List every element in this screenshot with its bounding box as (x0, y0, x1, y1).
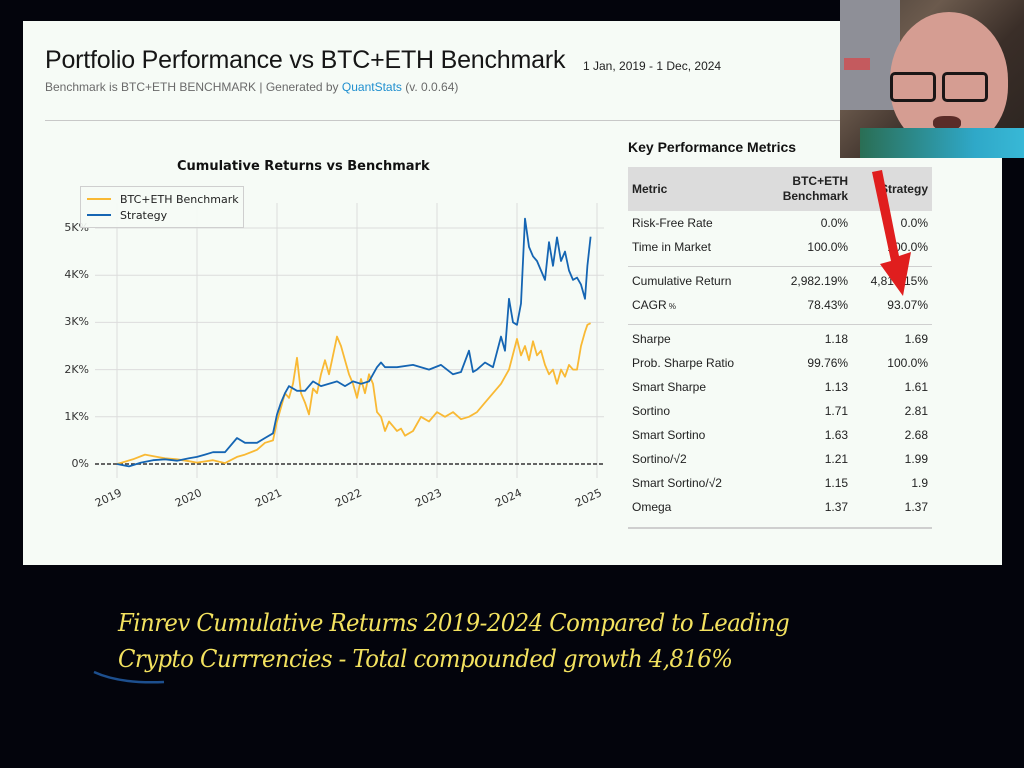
group-separator (628, 259, 932, 269)
table-row: Prob. Sharpe Ratio 99.76% 100.0% (628, 351, 932, 375)
caption-line-1: Finrev Cumulative Returns 2019-2024 Comp… (118, 609, 790, 637)
strategy-value: 1.69 (904, 332, 928, 346)
metric-label: Smart Sharpe (632, 380, 707, 394)
chart-legend: BTC+ETH Benchmark Strategy (80, 186, 244, 228)
strategy-value: 1.37 (904, 500, 928, 514)
metric-label: Omega (632, 500, 672, 514)
report-subtitle-suffix: (v. 0.0.64) (401, 80, 459, 94)
y-tick-label: 4K% (64, 268, 89, 282)
strategy-value: 100.0% (887, 240, 928, 254)
table-row: Risk-Free Rate 0.0% 0.0% (628, 211, 932, 235)
header-benchmark-line1: BTC+ETH (792, 174, 849, 188)
y-tick-label: 2K% (64, 362, 89, 376)
table-row: Cumulative Return 2,982.19% 4,815.15% (628, 269, 932, 293)
strategy-value: 2.81 (904, 404, 928, 418)
y-tick-label: 3K% (64, 315, 89, 329)
benchmark-swatch-icon (87, 198, 111, 200)
report-title: Portfolio Performance vs BTC+ETH Benchma… (45, 46, 566, 74)
metrics-table: Metric BTC+ETH Benchmark Strategy Risk-Fr… (628, 167, 932, 529)
benchmark-value: 1.71 (824, 404, 849, 418)
report-subtitle: Benchmark is BTC+ETH BENCHMARK | Generat… (45, 80, 458, 94)
benchmark-value: 1.63 (824, 428, 849, 442)
strategy-value: 2.68 (904, 428, 928, 442)
report-subtitle-prefix: Benchmark is BTC+ETH BENCHMARK | Generat… (45, 80, 342, 94)
metric-label: Prob. Sharpe Ratio (632, 356, 735, 370)
header-benchmark: BTC+ETH Benchmark (762, 167, 853, 211)
header-metric: Metric (628, 167, 763, 211)
table-row: Smart Sortino/√2 1.15 1.9 (628, 471, 932, 495)
strategy-line (116, 217, 592, 468)
table-bottom-rule (628, 527, 932, 529)
legend-label-strategy: Strategy (120, 208, 168, 222)
presenter-glasses-left (890, 72, 936, 102)
metrics-title: Key Performance Metrics (628, 139, 797, 155)
header-divider (45, 120, 1000, 121)
benchmark-value: 78.43% (807, 298, 849, 312)
metric-label: Sortino/√2 (632, 452, 687, 466)
benchmark-value: 99.76% (807, 356, 849, 370)
presenter-mouth (933, 116, 961, 130)
metric-label: Risk-Free Rate (632, 216, 713, 230)
benchmark-value: 1.37 (824, 500, 849, 514)
header-benchmark-line2: Benchmark (782, 189, 849, 203)
metric-label: Sharpe (632, 332, 671, 346)
header-strategy: Strategy (852, 167, 932, 211)
strategy-value: 93.07% (887, 298, 928, 312)
decorative-swoosh-icon (93, 670, 165, 684)
table-row: Sharpe 1.18 1.69 (628, 327, 932, 351)
benchmark-value: 100.0% (807, 240, 849, 254)
strategy-value: 4,815.15% (870, 274, 928, 288)
metrics-header-row: Metric BTC+ETH Benchmark Strategy (628, 167, 932, 211)
metric-label: Cumulative Return (632, 274, 732, 288)
benchmark-value: 1.18 (824, 332, 849, 346)
benchmark-value: 0.0% (820, 216, 849, 230)
benchmark-line (116, 322, 592, 465)
quantstats-link[interactable]: QuantStats (341, 80, 402, 94)
presenter-shirt (860, 128, 1024, 158)
strategy-value: 100.0% (887, 356, 928, 370)
y-tick-label: 1K% (64, 409, 89, 423)
report-panel: Portfolio Performance vs BTC+ETH Benchma… (23, 21, 1002, 565)
legend-item-strategy: Strategy (87, 207, 167, 223)
y-tick-label: 0% (71, 457, 89, 470)
benchmark-value: 1.15 (824, 476, 849, 490)
group-separator (628, 317, 932, 327)
chart-grid (95, 203, 604, 478)
report-date-range: 1 Jan, 2019 - 1 Dec, 2024 (583, 59, 722, 73)
table-row: Sortino 1.71 2.81 (628, 399, 932, 423)
table-row: CAGR % 78.43% 93.07% (628, 293, 932, 317)
strategy-swatch-icon (87, 214, 111, 216)
metric-label: Sortino (632, 404, 671, 418)
metric-label: Time in Market (632, 240, 711, 254)
webcam-shelf-item (844, 58, 870, 70)
benchmark-value: 1.13 (824, 380, 849, 394)
strategy-value: 1.99 (904, 452, 928, 466)
metric-label: Smart Sortino/√2 (632, 476, 722, 490)
metric-label: Smart Sortino (632, 428, 706, 442)
benchmark-value: 2,982.19% (790, 274, 849, 288)
table-row: Sortino/√2 1.21 1.99 (628, 447, 932, 471)
legend-item-benchmark: BTC+ETH Benchmark (87, 191, 239, 207)
table-row: Omega 1.37 1.37 (628, 495, 932, 519)
strategy-value: 1.61 (904, 380, 928, 394)
chart-title: Cumulative Returns vs Benchmark (177, 159, 430, 174)
table-row: Smart Sharpe 1.13 1.61 (628, 375, 932, 399)
presenter-webcam (840, 0, 1024, 158)
presenter-glasses-right (942, 72, 988, 102)
strategy-value: 1.9 (911, 476, 928, 490)
table-row: Time in Market 100.0% 100.0% (628, 235, 932, 259)
legend-label-benchmark: BTC+ETH Benchmark (120, 192, 239, 206)
metrics-body: Risk-Free Rate 0.0% 0.0% Time in Market 100.… (628, 211, 932, 519)
slide-caption: Finrev Cumulative Returns 2019-2024 Comp… (118, 605, 790, 677)
metric-label: CAGR % (632, 298, 677, 312)
table-row: Smart Sortino 1.63 2.68 (628, 423, 932, 447)
caption-line-2: Crypto Currrencies - Total compounded gr… (118, 645, 733, 673)
strategy-value: 0.0% (900, 216, 928, 230)
benchmark-value: 1.21 (824, 452, 849, 466)
